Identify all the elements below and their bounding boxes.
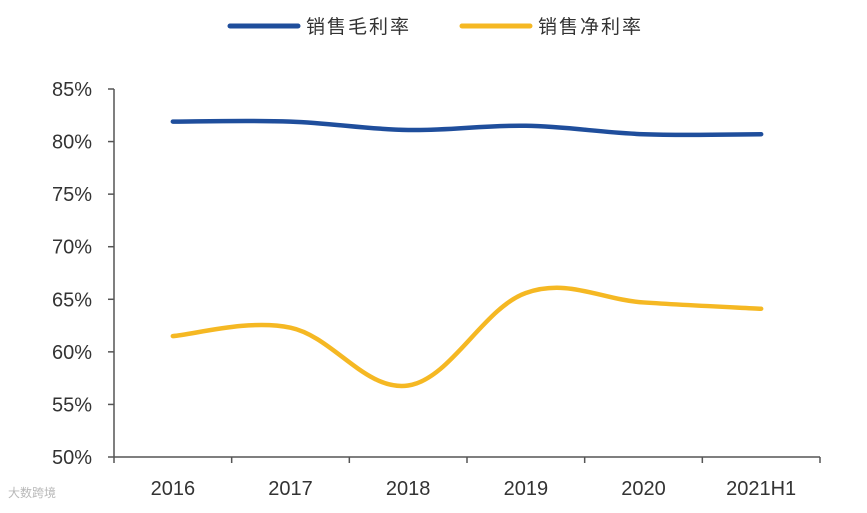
y-tick-label: 50%	[52, 447, 92, 469]
watermark: 大数跨境	[8, 486, 57, 500]
x-tick-label: 2020	[621, 478, 666, 500]
x-tick-label: 2021H1	[726, 478, 796, 500]
y-tick-label: 70%	[52, 237, 92, 259]
y-tick-label: 60%	[52, 342, 92, 364]
series-line-1	[170, 118, 764, 138]
series-line-2	[170, 285, 764, 389]
chart-legend: 销售毛利率 销售净利率	[227, 16, 643, 38]
chart-axes	[113, 89, 820, 458]
x-tick-label: 2018	[386, 478, 431, 500]
y-tick-label: 55%	[52, 394, 92, 416]
y-tick-label: 85%	[52, 79, 92, 101]
y-tick-label: 75%	[52, 184, 92, 206]
x-axis-ticks: 2016 2017 2018 2019 2020 2021H1	[113, 457, 821, 500]
x-tick-label: 2017	[268, 478, 313, 500]
y-tick-label: 65%	[52, 289, 92, 311]
y-tick-label: 80%	[52, 132, 92, 154]
x-tick-label: 2019	[504, 478, 549, 500]
y-axis-ticks: 50% 55% 60% 65% 70% 75% 80% 85%	[52, 79, 114, 469]
chart-series	[170, 118, 764, 389]
legend-label-2: 销售净利率	[538, 16, 643, 38]
legend-label-1: 销售毛利率	[306, 16, 411, 38]
x-tick-label: 2016	[151, 478, 196, 500]
